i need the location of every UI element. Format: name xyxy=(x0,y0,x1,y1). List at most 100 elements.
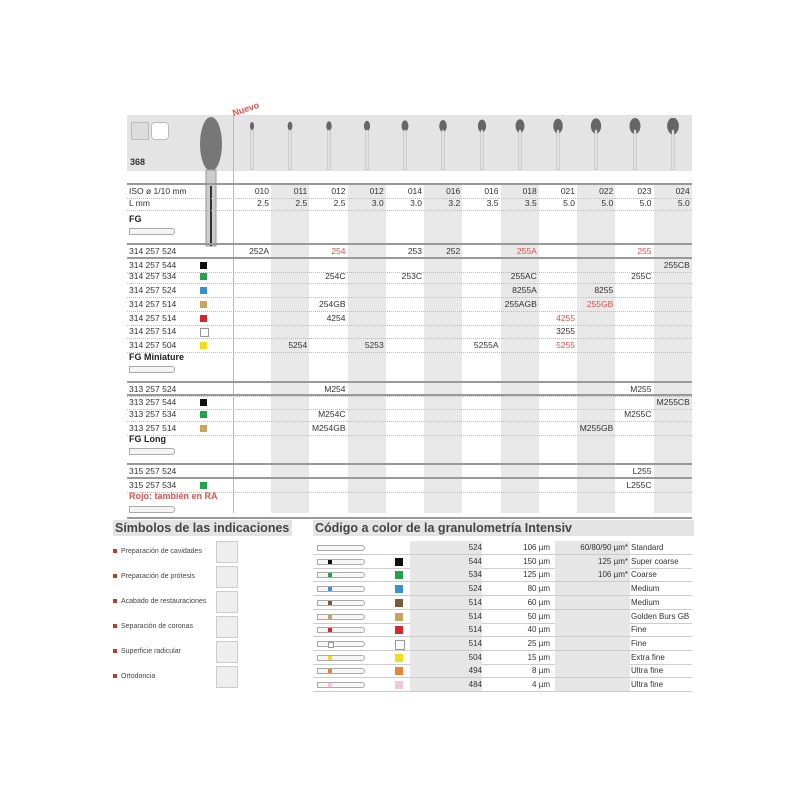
grit-color-swatch xyxy=(395,639,405,650)
indication-item: Ortodoncia xyxy=(113,673,155,680)
grit-color-swatch xyxy=(395,653,403,662)
product-code: 255 xyxy=(637,246,652,256)
grit-color-swatch xyxy=(200,328,209,338)
shade xyxy=(555,582,630,596)
bur-icon xyxy=(476,118,488,175)
table-row: 315 257 534 L255C xyxy=(127,477,692,494)
product-code: M254 xyxy=(324,383,346,394)
grit-description: Coarse xyxy=(631,570,657,580)
reference-number: 313 257 544 xyxy=(129,397,177,408)
bullet-icon xyxy=(113,549,117,554)
shank-icon xyxy=(317,545,365,551)
grit-row: 484 4 µm Ultra fine xyxy=(313,678,692,692)
indication-item: Preparación de cavidades xyxy=(113,548,202,555)
reference-number: 313 257 534 xyxy=(129,409,177,419)
shade xyxy=(410,636,482,650)
restoration-finishing-icon xyxy=(151,122,169,140)
grit-color-swatch xyxy=(395,681,403,689)
grit-size: 150 µm xyxy=(523,556,550,566)
section-title: FG Long xyxy=(129,434,166,445)
grit-color-swatch xyxy=(200,424,207,432)
product-code: 3255 xyxy=(556,326,575,337)
indication-label: Separación de coronas xyxy=(121,623,193,630)
shank-icon xyxy=(317,640,365,648)
spec-value: 5.0 xyxy=(601,198,614,208)
shade xyxy=(555,623,630,637)
grit-color-swatch xyxy=(200,314,207,322)
product-code: 255AC xyxy=(510,271,537,282)
product-code: 255CB xyxy=(663,259,690,270)
shade xyxy=(555,664,630,678)
grit-row: 494 8 µm Ultra fine xyxy=(313,664,692,679)
bur-large-image xyxy=(200,117,222,247)
bullet-icon xyxy=(113,674,117,679)
table-row: 314 257 534 254C 253C 255AC 255C xyxy=(127,270,692,285)
grit-color-swatch xyxy=(395,626,403,635)
table-row: 313 257 544 M255CB xyxy=(127,394,692,411)
ra-shank-icon xyxy=(129,505,175,513)
grit-code: 524 xyxy=(468,543,482,552)
grit-code: 514 xyxy=(468,638,482,648)
shank-color-ring xyxy=(328,587,332,592)
shade xyxy=(555,554,630,568)
indications-title: Símbolos de las indicaciones xyxy=(113,520,292,536)
spec-value: 016 xyxy=(446,186,461,196)
product-code: 255C xyxy=(631,271,652,282)
shank-icon xyxy=(317,572,365,579)
indication-label: Acabado de restauraciones xyxy=(121,598,207,605)
grit-description: Fine xyxy=(631,625,647,635)
shank-color-ring xyxy=(328,614,332,619)
grit-color-swatch xyxy=(395,571,403,580)
product-code: 5255 xyxy=(556,339,575,350)
product-code: 254C xyxy=(325,271,346,282)
grit-color-swatch xyxy=(200,261,207,269)
bur-icon xyxy=(552,118,564,175)
grit-size: 40 µm xyxy=(527,625,550,635)
grit-code: 534 xyxy=(468,570,482,580)
product-code: 8255 xyxy=(594,285,614,296)
product-code: 5253 xyxy=(364,339,384,350)
shade xyxy=(410,554,482,568)
shade xyxy=(410,664,482,678)
shank-color-ring xyxy=(328,641,334,648)
indication-label: Superficie radicular xyxy=(121,648,181,655)
product-number: 368 xyxy=(130,157,146,167)
column-shade xyxy=(347,183,386,513)
product-code: 252 xyxy=(446,246,461,256)
indication-item: Preparación de prótesis xyxy=(113,573,195,580)
indication-label: Ortodoncia xyxy=(121,673,156,680)
grit-size: 106 µm xyxy=(523,543,550,552)
grit-note: 106 µm* xyxy=(598,570,628,580)
column-shade xyxy=(577,183,616,513)
reference-number: 314 257 504 xyxy=(129,339,177,350)
red-note: Rojo: también en RA xyxy=(129,490,218,501)
grit-code: 524 xyxy=(468,584,482,594)
grit-color-swatch xyxy=(200,273,207,281)
bur-icon xyxy=(514,118,526,175)
shade xyxy=(410,623,482,637)
grit-code: 504 xyxy=(468,652,482,662)
grit-code: 544 xyxy=(468,556,482,566)
indication-symbol-icon xyxy=(216,541,238,563)
section-title: FG Miniature xyxy=(129,351,185,362)
shade xyxy=(555,609,630,623)
shade xyxy=(410,650,482,664)
grit-color-swatch xyxy=(395,598,403,607)
table-bottom-rule xyxy=(127,516,692,519)
product-code: 254GB xyxy=(319,298,346,309)
bur-icon xyxy=(667,117,679,175)
spec-value: 012 xyxy=(369,186,384,196)
bur-icon xyxy=(629,118,641,175)
bullet-icon xyxy=(113,574,117,579)
spec-value: 2.5 xyxy=(257,198,269,208)
product-code: 255GB xyxy=(586,298,614,309)
grit-row: 514 25 µm Fine xyxy=(313,636,692,651)
grit-description: Fine xyxy=(631,638,647,648)
spec-value: 022 xyxy=(599,186,614,196)
shade xyxy=(410,582,482,596)
spec-value: 010 xyxy=(254,186,269,196)
column-shade xyxy=(271,183,310,513)
grit-description: Medium xyxy=(631,597,660,607)
spec-value: 023 xyxy=(637,186,652,196)
grit-size: 125 µm xyxy=(523,570,550,580)
